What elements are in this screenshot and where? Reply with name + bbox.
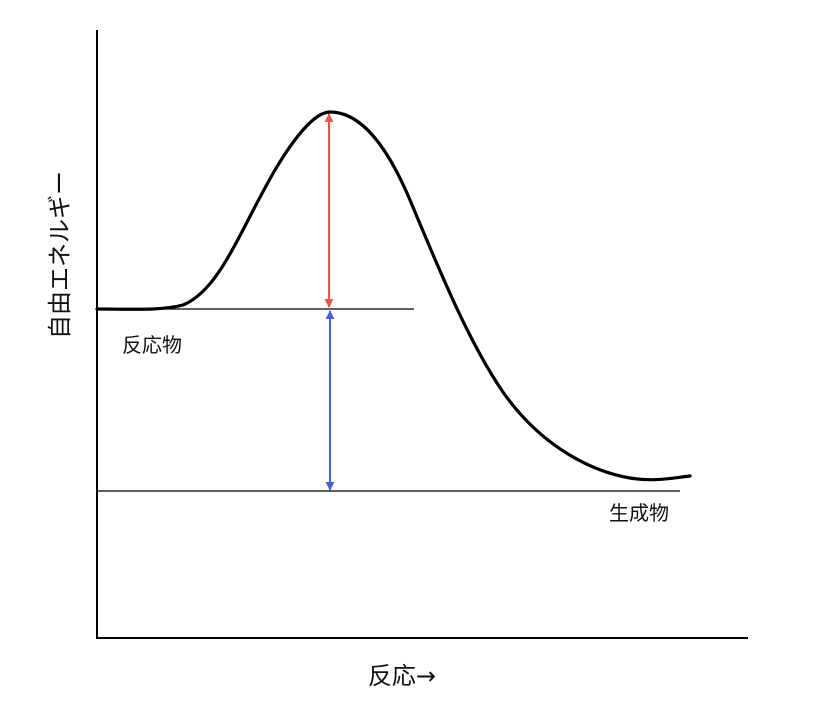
reactant-label: 反応物 xyxy=(122,333,182,357)
reaction-energy-curve xyxy=(95,110,692,482)
y-axis-label: 自由エネルギー xyxy=(46,171,74,339)
x-axis-label: 反応→ xyxy=(368,662,436,690)
product-label: 生成物 xyxy=(609,501,669,525)
